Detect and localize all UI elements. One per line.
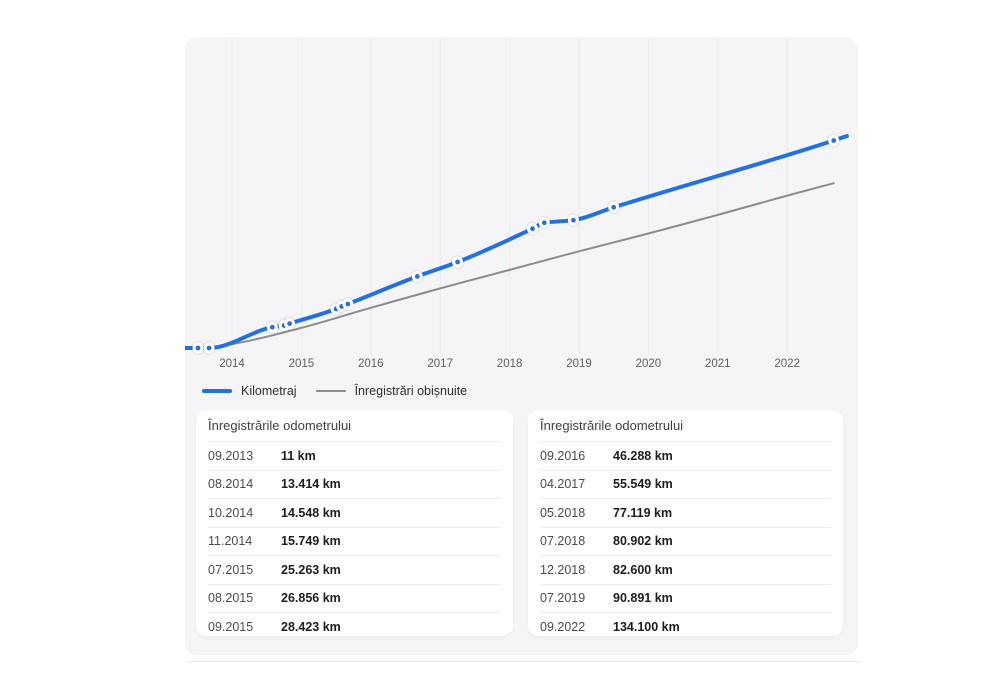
x-axis-label: 2022: [774, 358, 800, 370]
x-axis-label: 2021: [705, 358, 731, 370]
x-axis: 2014 2015 2016 2017 2018 2019 2020 2021 2022: [219, 358, 800, 370]
data-point-marker: [195, 345, 201, 351]
section-divider: [187, 661, 861, 662]
data-point-marker: [611, 204, 617, 210]
record-value: 46.288 km: [613, 448, 673, 463]
record-value: 82.600 km: [613, 562, 673, 577]
table-title: Înregistrările odometrului: [540, 410, 831, 442]
odometer-row: 09.2015 28.423 km: [208, 613, 501, 641]
data-point-marker: [541, 220, 547, 226]
odometer-row: 09.2016 46.288 km: [540, 442, 831, 471]
x-axis-label: 2016: [358, 358, 384, 370]
record-value: 13.414 km: [281, 477, 341, 492]
odometer-row: 05.2018 77.119 km: [540, 499, 831, 528]
odometer-row: 07.2018 80.902 km: [540, 528, 831, 556]
data-point-marker: [345, 301, 351, 307]
record-value: 90.891 km: [613, 591, 673, 606]
odometer-row: 09.2013 11 km: [208, 442, 501, 471]
legend-item-kilometraj: Kilometraj: [202, 384, 297, 398]
record-date: 07.2015: [208, 562, 254, 577]
record-value: 80.902 km: [613, 534, 673, 549]
data-point-markers: [191, 133, 841, 355]
record-date: 09.2022: [540, 619, 586, 634]
data-point-marker: [206, 345, 212, 351]
record-value: 134.100 km: [613, 619, 680, 634]
record-date: 07.2018: [540, 534, 586, 549]
odometer-row: 11.2014 15.749 km: [208, 528, 501, 556]
odometer-table-card-left: Înregistrările odometrului 09.2013 11 km 0…: [196, 410, 513, 636]
table-title: Înregistrările odometrului: [208, 410, 501, 442]
data-point-marker: [530, 226, 535, 232]
odometer-row: 10.2014 14.548 km: [208, 499, 501, 528]
record-value: 77.119 km: [613, 505, 673, 520]
record-date: 08.2015: [208, 591, 254, 606]
record-value: 11 km: [281, 448, 316, 463]
chart-legend: Kilometraj Înregistrări obișnuite: [202, 383, 467, 398]
odometer-table-card-right: Înregistrările odometrului 09.2016 46.288…: [528, 410, 843, 636]
record-date: 11.2014: [208, 534, 253, 549]
kilometraj-line: [183, 134, 849, 350]
odometer-chart: 2014 2015 2016 2017 2018 2019 2020 2021 2022: [183, 39, 849, 370]
odometer-row: 07.2019 90.891 km: [540, 585, 831, 613]
legend-label-obisnuite: Înregistrări obișnuite: [354, 383, 468, 398]
table-rows: 09.2013 11 km 08.2014 13.414 km 10.2014 14.54…: [208, 442, 501, 641]
data-point-marker: [287, 321, 292, 326]
legend-item-obisnuite: Înregistrări obișnuite: [315, 383, 468, 398]
data-point-marker: [414, 274, 420, 279]
x-axis-label: 2015: [289, 358, 315, 370]
data-point-marker: [455, 259, 460, 265]
kilometraj-line-swatch: [202, 388, 232, 393]
record-value: 15.749 km: [281, 534, 341, 549]
record-date: 07.2019: [540, 591, 586, 606]
table-rows: 09.2016 46.288 km 04.2017 55.549 km 05.2018 7…: [540, 442, 831, 641]
obisnuite-line-swatch: [315, 389, 346, 392]
chart-area: 2014 2015 2016 2017 2018 2019 2020 2021 2022: [183, 37, 858, 377]
record-date: 09.2013: [208, 448, 254, 463]
x-axis-label: 2020: [636, 358, 662, 370]
x-axis-label: 2017: [427, 358, 453, 370]
record-date: 12.2018: [540, 562, 586, 577]
record-date: 05.2018: [540, 505, 586, 520]
record-value: 26.856 km: [281, 591, 341, 606]
record-date: 09.2015: [208, 619, 254, 634]
data-point-marker: [571, 217, 576, 223]
odometer-row: 09.2022 134.100 km: [540, 613, 831, 641]
odometer-row: 08.2014 13.414 km: [208, 471, 501, 499]
record-date: 08.2014: [208, 477, 254, 492]
x-axis-label: 2018: [497, 358, 523, 370]
data-point-marker: [831, 138, 837, 143]
odometer-row: 12.2018 82.600 km: [540, 556, 831, 585]
record-value: 55.549 km: [613, 477, 673, 492]
record-value: 25.263 km: [281, 562, 341, 577]
x-axis-label: 2014: [219, 358, 245, 370]
data-point-marker: [269, 324, 275, 330]
mileage-report-panel: 2014 2015 2016 2017 2018 2019 2020 2021 2022 Kil…: [183, 37, 858, 655]
record-value: 14.548 km: [281, 505, 341, 520]
record-value: 28.423 km: [281, 619, 341, 634]
record-date: 10.2014: [208, 505, 254, 520]
gridlines: [231, 39, 788, 355]
record-date: 09.2016: [540, 448, 586, 463]
record-date: 04.2017: [540, 477, 586, 492]
x-axis-label: 2019: [566, 358, 592, 370]
legend-label-kilometraj: Kilometraj: [241, 383, 297, 398]
odometer-row: 04.2017 55.549 km: [540, 471, 831, 499]
odometer-row: 07.2015 25.263 km: [208, 556, 501, 585]
odometer-row: 08.2015 26.856 km: [208, 585, 501, 613]
